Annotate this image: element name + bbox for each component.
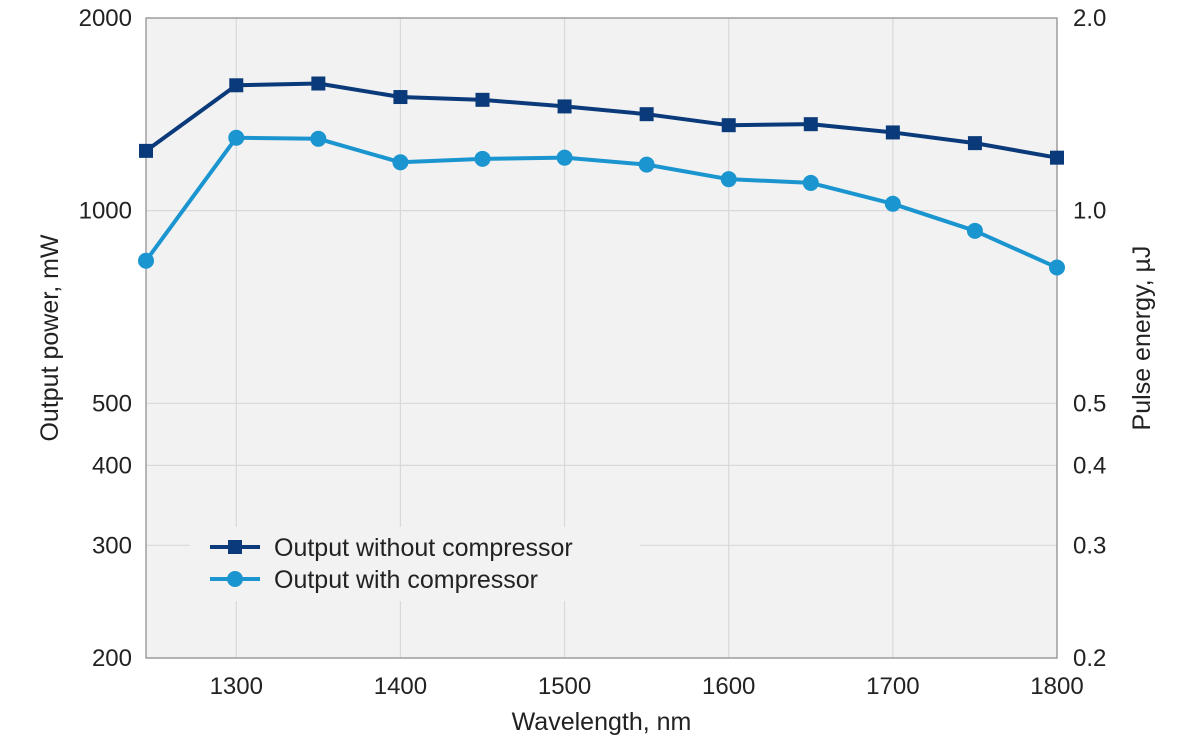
data-point	[721, 118, 736, 133]
x-tick-label: 1300	[210, 673, 263, 700]
data-point	[393, 90, 408, 105]
y-tick-label: 200	[92, 645, 132, 672]
legend-background	[190, 527, 640, 601]
y2-tick-label: 0.3	[1073, 532, 1106, 559]
data-point	[139, 143, 153, 158]
plot-border	[145, 17, 1058, 659]
legend-swatch-marker	[228, 540, 242, 554]
data-point	[802, 174, 819, 191]
data-point	[1050, 150, 1064, 165]
data-point	[1049, 259, 1065, 276]
series-group	[139, 76, 1064, 165]
y2-tick-label: 0.2	[1073, 645, 1106, 672]
legend-label: Output with compressor	[274, 566, 538, 594]
legend-swatch-marker	[227, 571, 243, 587]
x-axis-title: Wavelength, nm	[512, 708, 692, 736]
data-point	[803, 117, 818, 132]
y2-tick-label: 0.4	[1073, 452, 1106, 479]
x-tick-label: 1400	[374, 673, 427, 700]
y2-tick-label: 2.0	[1073, 5, 1106, 32]
y2-tick-label: 0.5	[1073, 390, 1106, 417]
data-point	[228, 129, 245, 146]
data-point	[557, 99, 572, 114]
data-point	[884, 195, 901, 212]
data-point	[474, 150, 491, 167]
series-line	[144, 135, 1058, 270]
data-point	[392, 154, 409, 171]
x-tick-label: 1700	[866, 673, 919, 700]
data-point	[311, 76, 326, 91]
data-point	[556, 149, 573, 166]
y-tick-label: 2000	[79, 5, 132, 32]
data-point	[885, 125, 900, 140]
x-tick-label: 1800	[1030, 673, 1083, 700]
data-point	[720, 171, 737, 188]
data-point	[638, 156, 655, 173]
y-tick-label: 1000	[79, 198, 132, 225]
y-axis-ticks: 200 300 400 500 1000 2000	[79, 5, 132, 672]
legend-label: Output without compressor	[274, 534, 573, 562]
y2-axis-title: Pulse energy, µJ	[1128, 246, 1156, 431]
legend: Output without compressor Output with com…	[190, 527, 640, 601]
y-tick-label: 400	[92, 452, 132, 479]
data-point	[229, 78, 244, 93]
data-point	[138, 252, 154, 269]
series-layer	[138, 76, 1065, 276]
data-point	[967, 136, 982, 151]
y-axis-title: Output power, mW	[36, 234, 64, 441]
series-line	[144, 81, 1058, 160]
y-tick-label: 500	[92, 390, 132, 417]
x-axis-ticks: 1300 1400 1500 1600 1700 1800	[210, 673, 1084, 700]
y2-tick-label: 1.0	[1073, 198, 1106, 225]
x-tick-label: 1500	[538, 673, 591, 700]
series-group	[138, 129, 1065, 276]
y-tick-label: 300	[92, 532, 132, 559]
data-point	[966, 222, 983, 239]
data-point	[639, 107, 654, 122]
x-tick-label: 1600	[702, 673, 755, 700]
data-point	[310, 130, 327, 147]
y2-axis-ticks: 0.2 0.3 0.4 0.5 1.0 2.0	[1073, 5, 1106, 672]
data-point	[475, 92, 490, 107]
